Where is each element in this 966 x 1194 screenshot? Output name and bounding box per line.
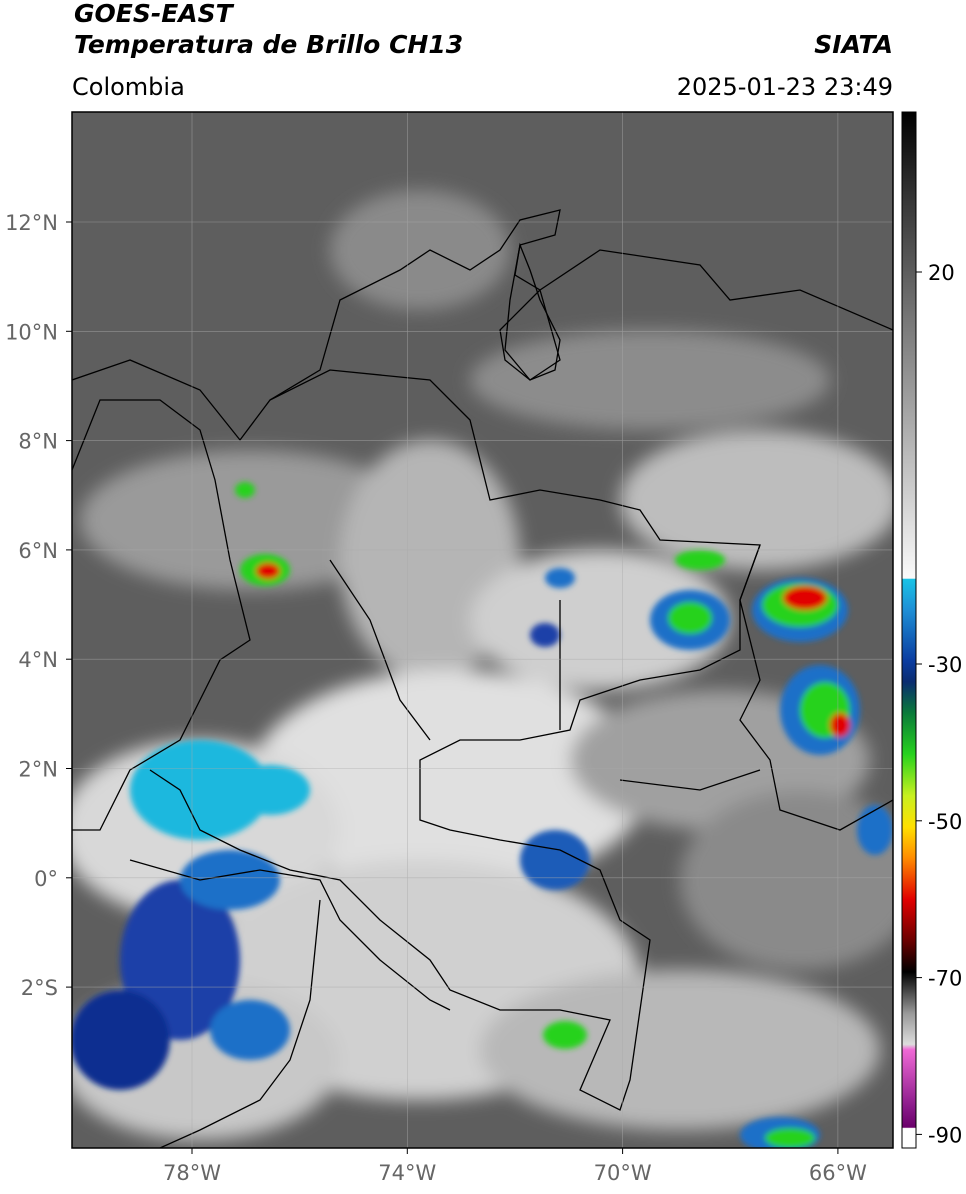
longitude-label: 66°W bbox=[809, 1161, 867, 1185]
colorbar-label: -50 bbox=[928, 810, 962, 834]
latitude-label: 8°N bbox=[18, 430, 58, 454]
colorbar-label: -90 bbox=[928, 1123, 962, 1147]
datetime-label: 2025-01-23 23:49 bbox=[677, 73, 893, 101]
latitude-label: 10°N bbox=[5, 320, 58, 344]
latitude-label: 4°N bbox=[18, 648, 58, 672]
longitude-label: 78°W bbox=[163, 1161, 221, 1185]
map-frame bbox=[71, 111, 894, 1149]
satellite-title: GOES-EAST bbox=[74, 0, 235, 28]
colorbar-label: -70 bbox=[928, 967, 962, 991]
longitude-label: 74°W bbox=[378, 1161, 436, 1185]
latitude-label: 12°N bbox=[5, 211, 58, 235]
colorbar-label: 20 bbox=[928, 261, 955, 285]
graticule bbox=[72, 112, 893, 1148]
latitude-label: 2°N bbox=[18, 758, 58, 782]
region-label: Colombia bbox=[72, 73, 185, 101]
latitude-label: 2°S bbox=[21, 976, 58, 1000]
colorbar-label: -30 bbox=[928, 653, 962, 677]
source-label: SIATA bbox=[814, 30, 893, 59]
product-title: Temperatura de Brillo CH13 bbox=[74, 30, 463, 59]
longitude-label: 70°W bbox=[594, 1161, 652, 1185]
satellite-image bbox=[72, 112, 893, 1148]
latitude-label: 6°N bbox=[18, 539, 58, 563]
colorbar bbox=[901, 111, 917, 1149]
latitude-label: 0° bbox=[34, 867, 58, 891]
